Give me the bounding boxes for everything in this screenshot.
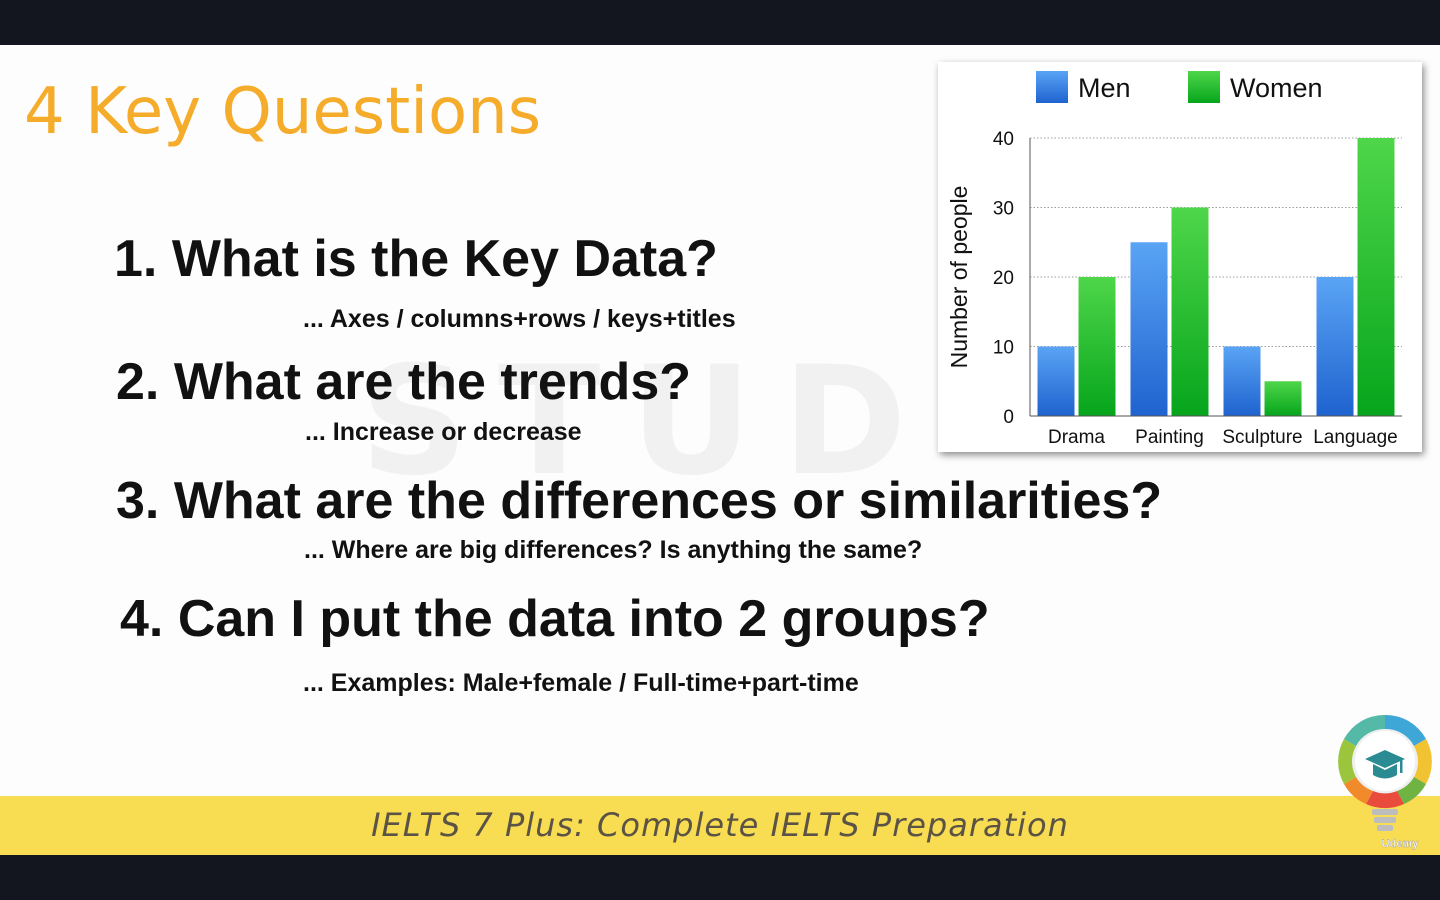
question-1: 1. What is the Key Data?: [114, 230, 718, 288]
question-3: 3. What are the differences or similarit…: [116, 472, 1163, 530]
x-tick-label: Painting: [1135, 427, 1204, 448]
x-tick-label: Drama: [1048, 427, 1105, 448]
slide: STUD 4 Key Questions 1. What is the Key …: [0, 45, 1440, 855]
question-4: 4. Can I put the data into 2 groups?: [120, 590, 990, 648]
legend-swatch-women: [1188, 71, 1220, 103]
bar-women-painting: [1171, 207, 1209, 416]
bar-chart-card: 0 10 20 30 40 Drama Painting Sculpture Language …: [938, 62, 1422, 452]
lightbulb-logo-icon: Udemy: [1338, 714, 1432, 850]
question-2-hint: ... Increase or decrease: [305, 418, 582, 446]
legend-swatch-men: [1036, 71, 1068, 103]
x-tick-label: Sculpture: [1222, 427, 1302, 448]
slide-title: 4 Key Questions: [24, 75, 542, 149]
legend-label-men: Men: [1078, 73, 1131, 103]
bar-men-painting: [1130, 242, 1168, 416]
bar-women-sculpture: [1264, 381, 1302, 416]
watermark-text: STUD: [360, 335, 937, 509]
y-tick-label: 20: [993, 268, 1014, 289]
x-tick-label: Language: [1313, 427, 1398, 448]
legend-label-women: Women: [1230, 73, 1323, 103]
bar-men-language: [1316, 277, 1354, 416]
bottom-letterbox: [0, 855, 1440, 900]
bar-men-sculpture: [1223, 346, 1261, 416]
question-1-hint: ... Axes / columns+rows / keys+titles: [303, 305, 736, 333]
top-letterbox: [0, 0, 1440, 45]
bar-men-drama: [1037, 346, 1075, 416]
y-tick-label: 40: [993, 129, 1014, 150]
question-4-hint: ... Examples: Male+female / Full-time+pa…: [303, 669, 859, 697]
y-axis-label: Number of people: [946, 186, 972, 369]
course-title: IELTS 7 Plus: Complete IELTS Preparation: [371, 806, 1069, 844]
y-tick-label: 30: [993, 199, 1014, 220]
y-tick-label: 10: [993, 338, 1014, 359]
logo-label: Udemy: [1382, 838, 1420, 850]
bar-women-language: [1357, 138, 1395, 416]
bar-women-drama: [1078, 277, 1116, 416]
question-3-hint: ... Where are big differences? Is anythi…: [304, 536, 923, 564]
course-footer-bar: IELTS 7 Plus: Complete IELTS Preparation: [0, 796, 1440, 855]
question-2: 2. What are the trends?: [116, 353, 691, 411]
y-tick-label: 0: [1003, 407, 1014, 428]
